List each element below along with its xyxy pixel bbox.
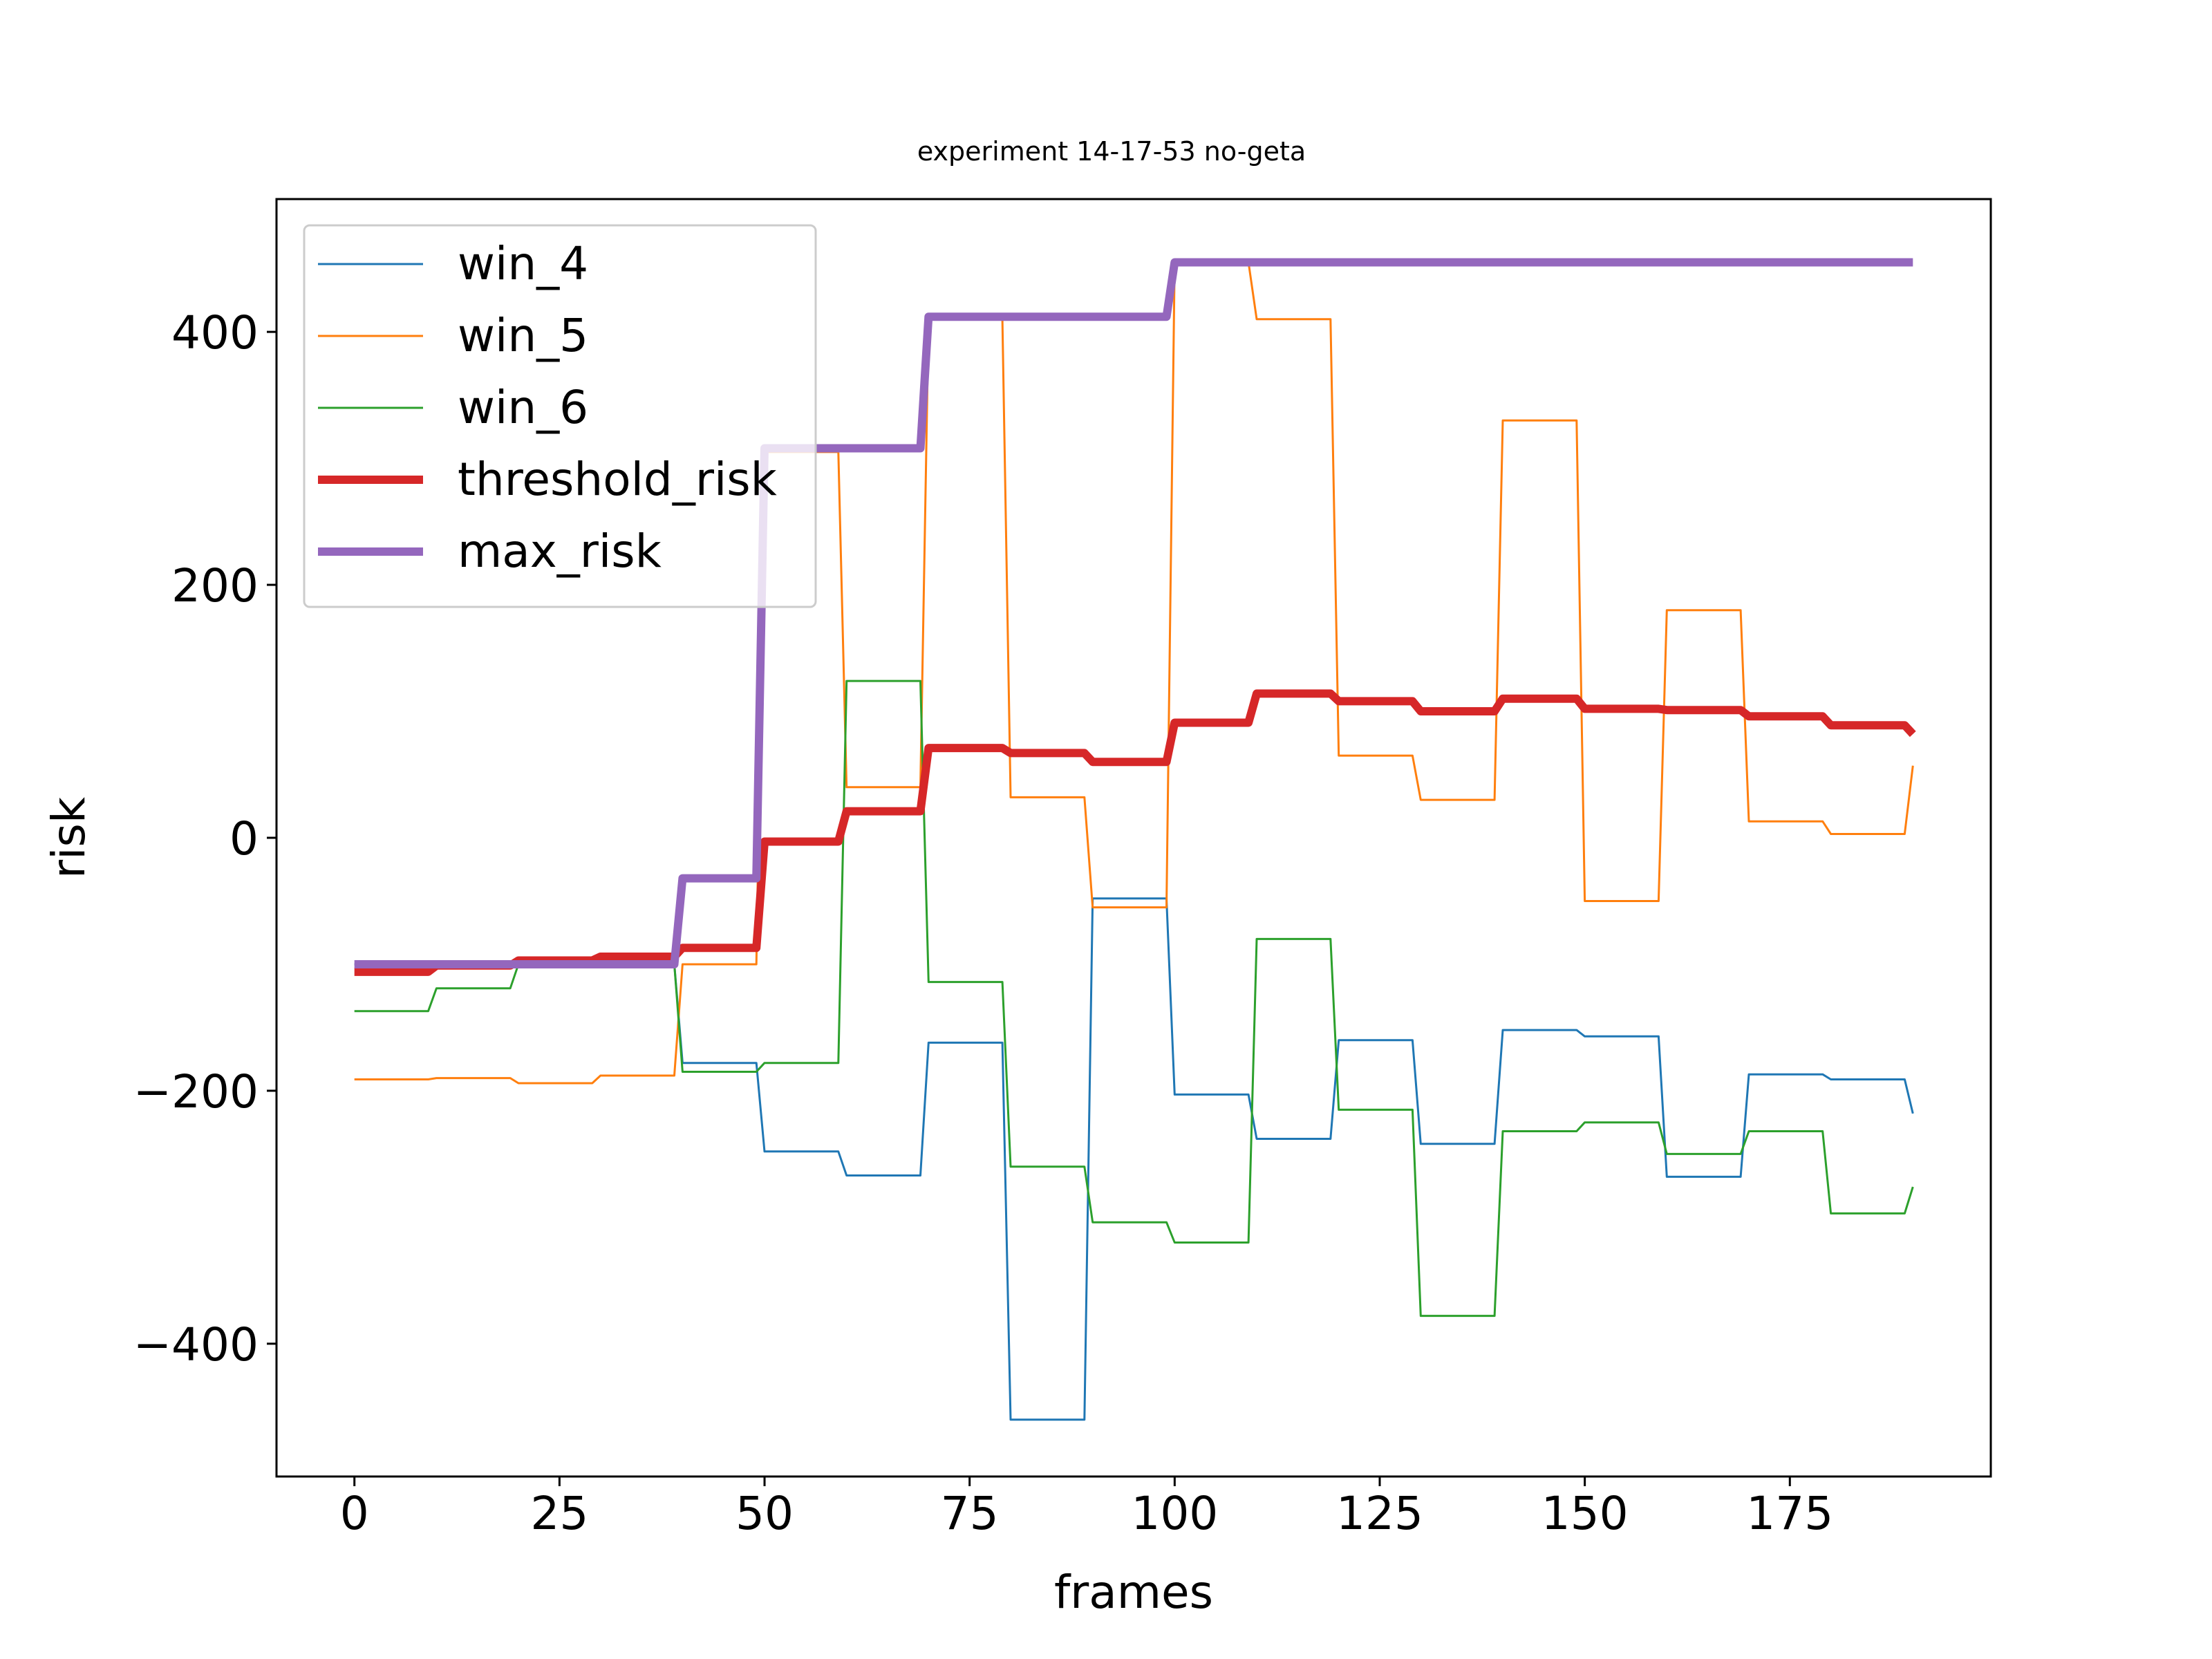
x-tick-label: 50 — [735, 1487, 794, 1540]
x-tick-label: 175 — [1746, 1487, 1833, 1540]
chart-title: experiment 14-17-53 no-geta — [917, 136, 1306, 167]
series-line-max-risk — [354, 258, 1913, 968]
legend-label-threshold-risk: threshold_risk — [458, 453, 778, 506]
x-tick-label: 75 — [941, 1487, 999, 1540]
series-line-threshold-risk — [354, 689, 1916, 976]
x-tick-label: 125 — [1336, 1487, 1423, 1540]
y-axis: −400 −200 0 200 400 — [133, 306, 276, 1371]
legend-label-win-6: win_6 — [458, 381, 588, 434]
legend-label-win-4: win_4 — [458, 237, 588, 290]
y-tick-label: 0 — [229, 812, 259, 865]
y-axis-label: risk — [42, 796, 95, 879]
x-tick-label: 0 — [340, 1487, 369, 1540]
legend-label-win-5: win_5 — [458, 309, 588, 362]
y-tick-label: −400 — [133, 1318, 259, 1371]
y-tick-label: −200 — [133, 1065, 259, 1118]
x-tick-label: 150 — [1541, 1487, 1629, 1540]
legend-label-max-risk: max_risk — [458, 525, 662, 578]
y-tick-label: 400 — [171, 306, 259, 359]
x-tick-label: 25 — [530, 1487, 588, 1540]
legend-frame — [303, 224, 817, 608]
x-axis: 0 25 50 75 100 125 150 175 — [340, 1477, 1833, 1540]
x-tick-label: 100 — [1131, 1487, 1218, 1540]
x-axis-label: frames — [1054, 1566, 1213, 1619]
legend: win_4 win_5 win_6 threshold_risk max_risk — [303, 224, 817, 608]
plot-area — [354, 258, 1916, 1421]
y-tick-label: 200 — [171, 559, 259, 612]
